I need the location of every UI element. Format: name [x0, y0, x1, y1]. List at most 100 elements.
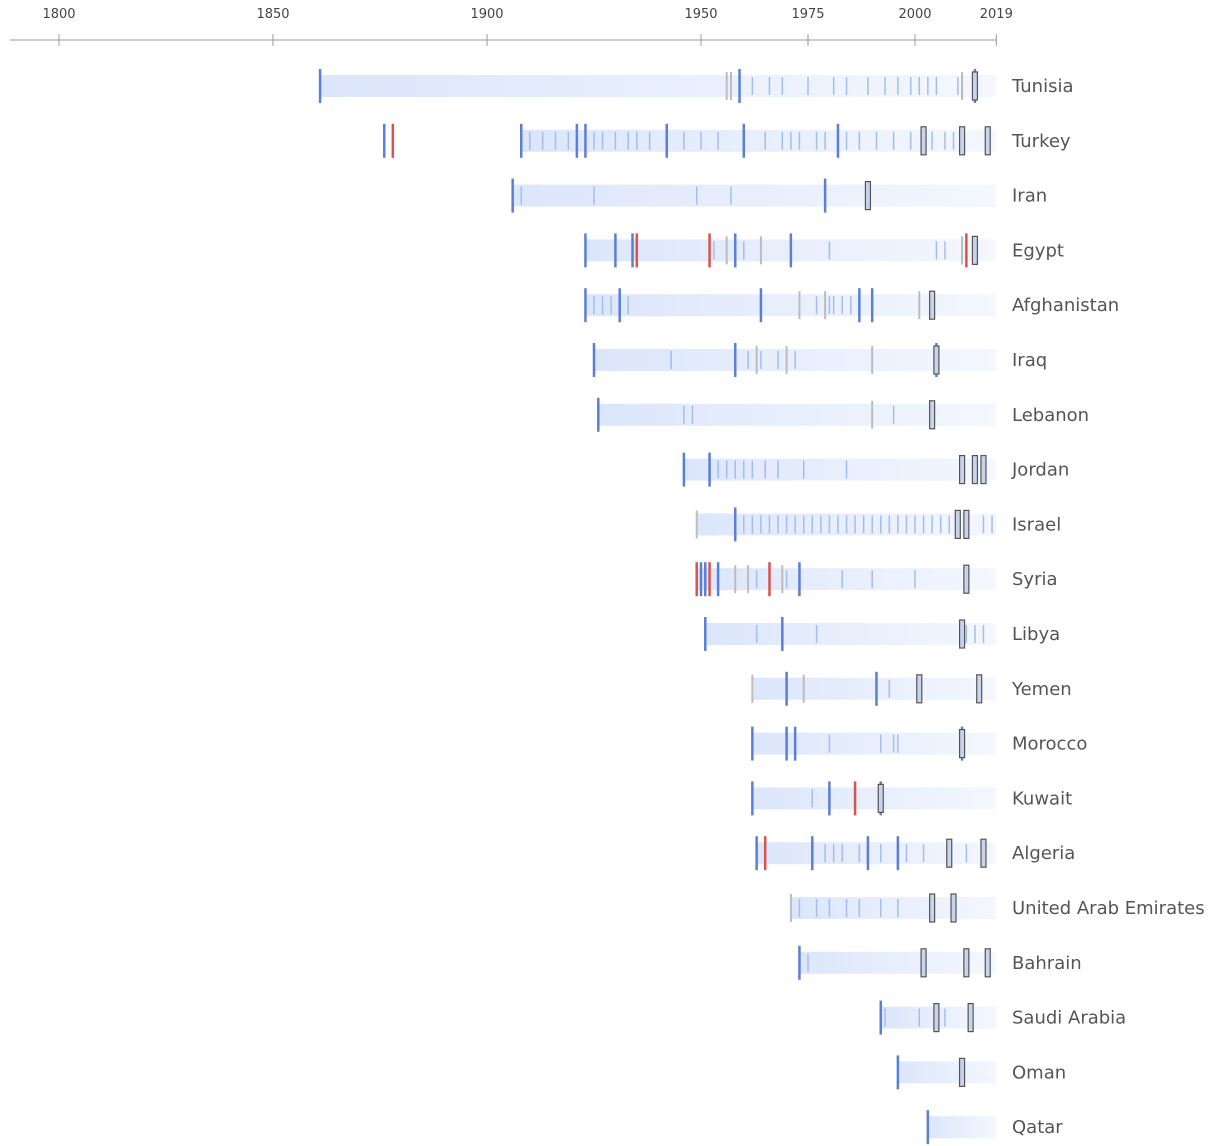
- minor-event-mark: [764, 460, 766, 479]
- major-event-mark: [682, 452, 686, 487]
- boxed-event-mark: [958, 126, 966, 156]
- boxed-event-mark: [958, 455, 966, 485]
- minor-event-mark: [529, 131, 531, 150]
- boxed-event-mark: [971, 71, 979, 101]
- major-event-mark: [751, 726, 754, 761]
- minor-event-mark: [837, 515, 839, 534]
- minor-event-mark: [927, 77, 929, 95]
- gray-event-mark: [961, 72, 964, 100]
- major-event-mark: [896, 836, 900, 871]
- minor-event-mark: [944, 131, 946, 150]
- country-label: Morocco: [1012, 734, 1087, 755]
- minor-event-mark: [593, 186, 595, 205]
- major-event-mark: [828, 781, 831, 816]
- boxed-event-mark: [958, 1057, 966, 1088]
- minor-event-mark: [627, 131, 629, 150]
- red-event-mark: [391, 123, 395, 158]
- country-row: Israel: [695, 507, 1061, 542]
- minor-event-mark: [683, 405, 685, 424]
- minor-event-mark: [918, 1008, 921, 1027]
- boxed-event-mark: [971, 455, 979, 485]
- gray-event-mark: [759, 236, 762, 265]
- boxed-event-mark: [958, 619, 966, 649]
- minor-event-mark: [627, 296, 629, 315]
- red-event-mark: [763, 836, 767, 871]
- minor-event-mark: [828, 296, 831, 315]
- country-row: Iran: [511, 178, 1047, 213]
- minor-event-mark: [815, 131, 818, 150]
- minor-event-mark: [734, 460, 736, 479]
- major-event-mark: [785, 726, 788, 761]
- minor-event-mark: [944, 241, 946, 260]
- major-event-mark: [811, 836, 814, 871]
- country-bar: [799, 951, 996, 974]
- minor-event-mark: [845, 77, 848, 95]
- country-label: Turkey: [1011, 131, 1071, 152]
- minor-event-mark: [965, 625, 968, 643]
- minor-event-mark: [824, 844, 826, 863]
- minor-event-mark: [897, 77, 899, 95]
- country-rows: Tunisia Turkey Iran Egypt Afghanistan Iraq Leb…: [318, 69, 1205, 1145]
- country-label: Afghanistan: [1012, 295, 1119, 316]
- minor-event-mark: [897, 899, 899, 917]
- minor-event-mark: [931, 131, 933, 150]
- country-row: Jordan: [682, 452, 1069, 487]
- country-label: Iraq: [1012, 350, 1047, 371]
- country-bar: [897, 1061, 996, 1084]
- gray-event-mark: [755, 346, 758, 374]
- minor-event-mark: [832, 296, 835, 315]
- country-label: Tunisia: [1011, 76, 1074, 97]
- minor-event-mark: [952, 131, 955, 150]
- minor-event-mark: [541, 131, 544, 150]
- minor-event-mark: [636, 131, 638, 150]
- country-row: Libya: [704, 617, 1060, 651]
- major-event-mark: [704, 562, 707, 597]
- major-event-mark: [383, 123, 386, 158]
- minor-event-mark: [850, 296, 852, 315]
- minor-event-mark: [948, 515, 950, 534]
- axis-tick-label: 2000: [898, 7, 931, 22]
- minor-event-mark: [892, 131, 895, 150]
- minor-event-mark: [905, 844, 908, 863]
- country-bar: [705, 623, 996, 645]
- minor-event-mark: [858, 844, 861, 863]
- minor-event-mark: [747, 351, 749, 369]
- minor-event-mark: [828, 734, 831, 753]
- boxed-event-mark: [877, 783, 884, 814]
- country-label: Syria: [1012, 569, 1058, 590]
- gray-event-mark: [824, 291, 827, 320]
- minor-event-mark: [717, 131, 719, 150]
- minor-event-mark: [755, 570, 758, 589]
- country-bar: [752, 677, 996, 700]
- minor-event-mark: [828, 241, 831, 260]
- major-event-mark: [879, 1000, 883, 1035]
- minor-event-mark: [691, 405, 694, 424]
- minor-event-mark: [777, 351, 779, 369]
- minor-event-mark: [918, 77, 921, 95]
- minor-event-mark: [815, 296, 818, 315]
- red-event-mark: [708, 233, 711, 268]
- minor-event-mark: [828, 515, 831, 534]
- minor-event-mark: [820, 515, 822, 534]
- country-row: Algeria: [755, 836, 1075, 871]
- minor-event-mark: [743, 515, 745, 534]
- country-bar: [512, 184, 996, 207]
- minor-event-mark: [815, 899, 818, 917]
- minor-event-mark: [751, 77, 754, 95]
- minor-event-mark: [888, 515, 891, 534]
- country-row: Lebanon: [597, 397, 1089, 432]
- major-event-mark: [738, 69, 741, 103]
- major-event-mark: [597, 397, 600, 432]
- minor-event-mark: [845, 460, 848, 479]
- country-row: Qatar: [926, 1110, 1063, 1145]
- minor-event-mark: [781, 131, 784, 150]
- minor-event-mark: [935, 241, 938, 260]
- country-bar: [320, 75, 997, 97]
- gray-event-mark: [725, 72, 728, 100]
- major-event-mark: [704, 617, 707, 651]
- gray-event-mark: [802, 674, 805, 703]
- minor-event-mark: [944, 1008, 946, 1027]
- boxed-event-mark: [933, 1002, 940, 1033]
- boxed-event-mark: [976, 674, 983, 704]
- major-event-mark: [926, 1110, 930, 1145]
